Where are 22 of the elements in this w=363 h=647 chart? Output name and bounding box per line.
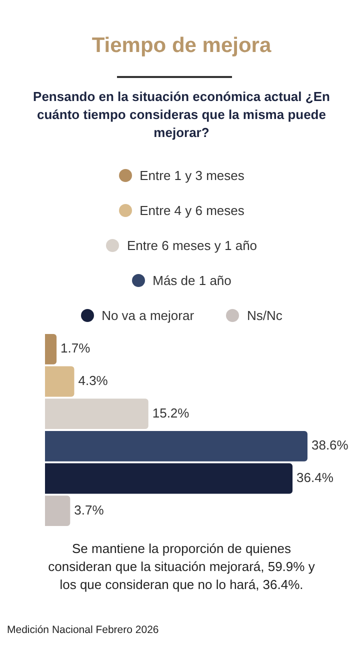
bar	[45, 496, 70, 526]
legend-label: Entre 6 meses y 1 año	[126, 238, 258, 253]
bar	[45, 463, 293, 494]
legend-label: No va a mejorar	[102, 308, 194, 323]
legend-label: Entre 1 y 3 meses	[140, 168, 244, 183]
bar	[45, 430, 308, 462]
chart-title: Tiempo de mejora	[90, 34, 272, 58]
bar	[45, 398, 148, 430]
data-label: 4.3%	[78, 373, 108, 388]
bar	[45, 334, 57, 364]
chart-subtitle: Pensando en la situación económica actual ¿En cuánto tiempo consideras que la misma puede mejorar?	[32, 88, 331, 142]
data-label: 1.7%	[60, 340, 91, 356]
data-label: 36.4%	[296, 470, 334, 486]
data-label: 3.7%	[74, 502, 104, 518]
text: Medición Nacional Febrero 2026	[7, 624, 159, 636]
data-label: 38.6%	[311, 438, 349, 453]
data-label: 15.2%	[152, 405, 190, 420]
bar	[45, 366, 74, 397]
legend-label: Ns/Nc	[247, 308, 282, 323]
legend-label: Más de 1 año	[152, 273, 232, 288]
annotation: Se mantiene la proporción de quienes consideran que la situación mejorará, 59.9% y los que consideran que no lo hará, 36.4%.	[47, 540, 316, 594]
legend-label: Entre 4 y 6 meses	[140, 203, 244, 218]
